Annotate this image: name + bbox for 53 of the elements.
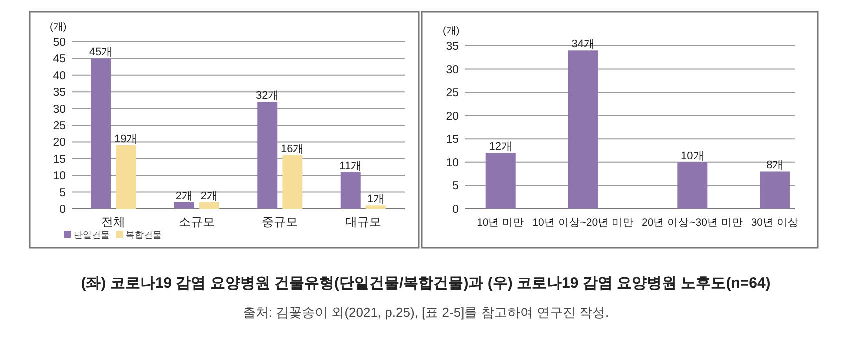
data-label: 19개	[114, 134, 138, 146]
y-tick-label: 30	[53, 104, 66, 116]
x-tick-label: 소규모	[178, 215, 215, 229]
y-tick-label: 15	[53, 154, 66, 166]
data-label: 45개	[90, 46, 113, 59]
data-label: 32개	[256, 90, 280, 102]
y-tick-label: 20	[446, 110, 459, 123]
y-tick-label: 50	[53, 37, 66, 49]
data-label: 2개	[176, 190, 193, 202]
y-tick-label: 5	[60, 187, 66, 200]
y-tick-label: 30	[446, 64, 459, 76]
x-tick-label: 대규모	[345, 215, 382, 229]
data-label: 2개	[200, 190, 218, 202]
data-label: 8개	[766, 160, 784, 172]
y-tick-label: 0	[60, 204, 66, 216]
bar	[366, 206, 386, 209]
y-tick-label: 10	[53, 170, 66, 183]
legend-label: 단일건물	[74, 230, 110, 240]
y-tick-label: 25	[446, 88, 459, 100]
y-tick-label: 15	[446, 134, 459, 146]
y-tick-label: 20	[53, 137, 66, 150]
bar	[91, 58, 112, 209]
y-tick-label: 25	[53, 120, 66, 132]
y-tick-label: 5	[452, 180, 459, 193]
y-axis-title: (개)	[50, 22, 67, 33]
y-tick-label: 0	[452, 204, 459, 216]
data-label: 34개	[572, 38, 595, 51]
x-tick-label: 30년 이상	[751, 217, 799, 229]
x-tick-label: 전체	[102, 215, 126, 229]
data-label: 16개	[281, 144, 304, 156]
x-tick-label: 20년 이상~30년 미만	[642, 217, 744, 229]
bar	[340, 172, 361, 209]
bar	[282, 156, 303, 209]
source-note: 출처: 김꽃송이 외(2021, p.25), [표 2-5]를 참고하여 연구진 작성.	[242, 305, 610, 320]
legend-label: 복합건물	[126, 230, 162, 240]
y-tick-label: 45	[53, 54, 66, 66]
y-tick-label: 10	[446, 157, 459, 170]
bar	[116, 146, 136, 209]
data-label: 11개	[340, 160, 362, 172]
data-label: 12개	[489, 141, 512, 154]
y-tick-label: 40	[53, 70, 66, 82]
x-tick-label: 10년 이상~20년 미만	[532, 217, 634, 229]
text: (좌) 코로나19 감염 요양병원 건물유형(단일건물/복합건물)과 (우) 코로나19 감염 요양병원 노후도(n=64)	[81, 275, 771, 292]
data-label: 10개	[681, 150, 704, 162]
y-axis-title: (개)	[443, 26, 460, 37]
y-tick-label: 35	[446, 41, 459, 53]
bar	[174, 202, 194, 209]
bar	[258, 102, 278, 209]
data-label: 1개	[367, 194, 384, 206]
y-tick-label: 35	[53, 87, 66, 100]
x-tick-label: 중규모	[262, 215, 298, 229]
bar	[199, 202, 220, 209]
x-tick-label: 10년 미만	[477, 217, 525, 229]
